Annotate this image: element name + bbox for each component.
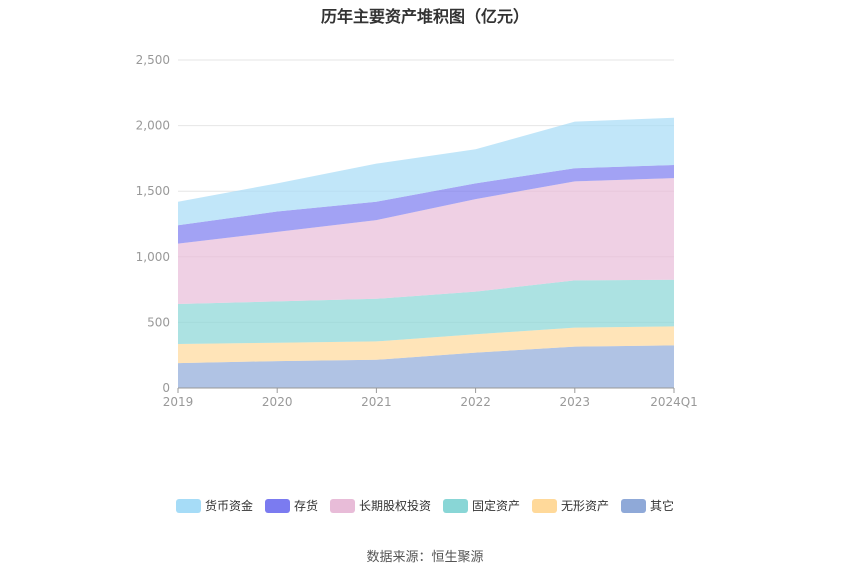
legend-item[interactable]: 货币资金 bbox=[175, 497, 253, 514]
area-series bbox=[178, 117, 674, 388]
legend-swatch bbox=[621, 498, 647, 513]
legend-label: 货币资金 bbox=[204, 499, 253, 513]
legend-label: 其它 bbox=[650, 499, 675, 513]
legend-label: 长期股权投资 bbox=[358, 499, 431, 513]
x-tick-label: 2020 bbox=[262, 395, 293, 409]
y-tick-label: 1,500 bbox=[136, 184, 170, 198]
y-tick-label: 2,500 bbox=[136, 53, 170, 67]
legend-item[interactable]: 固定资产 bbox=[443, 497, 520, 514]
x-tick-label: 2023 bbox=[560, 395, 591, 409]
legend-label: 存货 bbox=[293, 499, 318, 513]
legend-item[interactable]: 长期股权投资 bbox=[329, 497, 431, 514]
legend-item[interactable]: 无形资产 bbox=[532, 497, 609, 514]
area-series-货币资金[interactable] bbox=[178, 117, 674, 226]
x-tick-label: 2022 bbox=[460, 395, 491, 409]
chart-title: 历年主要资产堆积图（亿元） bbox=[320, 7, 529, 26]
area-series-存货[interactable] bbox=[178, 164, 674, 244]
y-tick-label: 1,000 bbox=[136, 250, 170, 264]
legend-swatch bbox=[443, 498, 468, 513]
y-tick-label: 2,000 bbox=[136, 119, 170, 133]
legend-swatch bbox=[175, 498, 201, 513]
legend-item[interactable]: 其它 bbox=[621, 497, 674, 514]
legend-label: 无形资产 bbox=[561, 499, 610, 513]
x-tick-label: 2019 bbox=[163, 395, 194, 409]
legend-swatch bbox=[329, 498, 355, 513]
legend-swatch bbox=[264, 498, 290, 513]
y-tick-label: 500 bbox=[147, 315, 170, 329]
area-series-无形资产[interactable] bbox=[178, 326, 674, 364]
axes: 0 500 1,000 1,500 2,000 2,500 2019 2020 2021 2022… bbox=[136, 53, 698, 409]
legend-item[interactable]: 存货 bbox=[264, 497, 318, 514]
data-source: 数据来源：恒生聚源 bbox=[366, 550, 484, 565]
x-tick-label: 2024Q1 bbox=[650, 395, 698, 409]
area-series-其它[interactable] bbox=[178, 345, 674, 388]
area-series-长期股权投资[interactable] bbox=[178, 178, 674, 305]
legend-swatch bbox=[532, 498, 558, 513]
y-tick-label: 0 bbox=[162, 381, 170, 395]
area-series-固定资产[interactable] bbox=[178, 279, 674, 345]
legend-label: 固定资产 bbox=[472, 499, 521, 513]
legend: 货币资金 存货 长期股权投资 固定资产 无形资产 其它 bbox=[0, 497, 850, 514]
x-tick-label: 2021 bbox=[361, 395, 392, 409]
